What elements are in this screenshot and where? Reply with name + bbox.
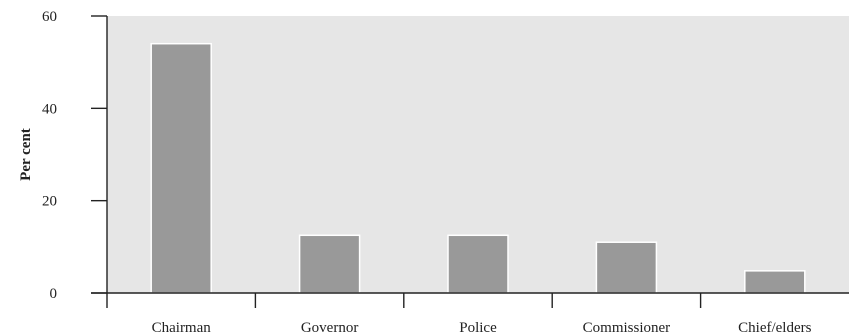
y-tick-label: 40	[42, 101, 57, 117]
y-tick-label: 0	[50, 286, 58, 302]
bar-governor	[298, 234, 361, 294]
x-tick-label: Chairman	[152, 320, 212, 335]
bar-chairman	[150, 42, 212, 294]
bar-commissioner	[595, 241, 658, 294]
x-tick-label: Governor	[301, 320, 358, 335]
bar-chief-elders	[744, 270, 806, 294]
y-tick-label: 20	[42, 194, 57, 210]
x-tick-label: Chief/elders	[738, 320, 811, 335]
bar-police	[447, 234, 509, 294]
y-tick-label: 60	[42, 9, 57, 25]
x-tick-label: Commissioner	[583, 320, 671, 335]
y-axis-title: Per cent	[18, 128, 34, 181]
x-axis-ticks: Chairman Governor Police Commissioner Chief/…	[106, 293, 812, 335]
x-tick-label: Police	[459, 320, 497, 335]
y-axis-ticks: 0 20 40 60	[42, 9, 107, 302]
bars-group	[150, 42, 806, 294]
